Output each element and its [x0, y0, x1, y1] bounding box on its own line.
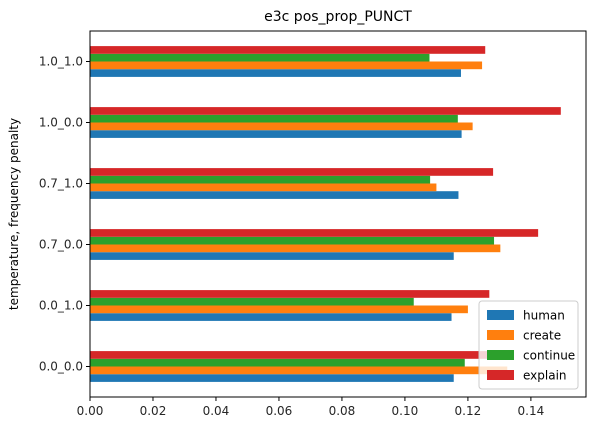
bar-create-1.0_0.0: [90, 122, 473, 131]
bar-continue-0.7_1.0: [90, 175, 431, 184]
bar-continue-1.0_1.0: [90, 53, 430, 62]
bar-explain-0.0_1.0: [90, 290, 490, 298]
bar-create-0.7_0.0: [90, 244, 501, 253]
legend-label-explain: explain: [523, 369, 567, 383]
bar-create-0.0_1.0: [90, 305, 468, 314]
chart-title: e3c pos_prop_PUNCT: [264, 9, 412, 25]
bar-explain-0.7_0.0: [90, 229, 539, 237]
legend-box: [478, 300, 579, 390]
legend-label-continue: continue: [523, 349, 575, 363]
legend-label-human: human: [523, 309, 565, 323]
bar-explain-1.0_1.0: [90, 46, 486, 54]
bar-continue-0.0_0.0: [90, 358, 465, 367]
legend-swatch-continue: [487, 350, 514, 360]
bar-create-0.7_1.0: [90, 183, 437, 192]
x-tick-label: 0.00: [77, 404, 104, 418]
bar-continue-1.0_0.0: [90, 114, 458, 123]
legend-swatch-human: [487, 310, 514, 320]
x-tick-label: 0.08: [329, 404, 356, 418]
bar-create-0.0_0.0: [90, 366, 508, 375]
y-axis: 0.0_0.0 0.0_1.0 0.7_0.0 0.7_1.0 1.0_0.0 1.0_1…: [39, 55, 90, 374]
x-tick-label: 0.12: [455, 404, 482, 418]
legend: human create continue explain: [478, 300, 579, 390]
bar-human-0.0_1.0: [90, 313, 452, 321]
bar-continue-0.0_1.0: [90, 297, 414, 306]
x-axis: 0.00 0.02 0.04 0.06 0.08 0.10 0.12 0.14: [77, 397, 545, 418]
plot-frame: [89, 30, 587, 398]
y-tick-label: 0.0_1.0: [39, 299, 83, 313]
y-tick-label: 0.7_0.0: [39, 238, 83, 252]
y-tick-label: 1.0_0.0: [39, 116, 83, 130]
x-tick-label: 0.10: [392, 404, 419, 418]
bar-human-0.7_0.0: [90, 252, 454, 260]
x-tick-label: 0.04: [203, 404, 230, 418]
bars: [90, 46, 561, 382]
bar-human-1.0_0.0: [90, 130, 462, 138]
bar-explain-0.0_0.0: [90, 351, 500, 359]
y-axis-label: temperature, frequency penalty: [7, 118, 21, 310]
x-tick-label: 0.14: [518, 404, 545, 418]
legend-swatch-explain: [487, 370, 514, 380]
bar-human-1.0_1.0: [90, 69, 461, 77]
legend-label-create: create: [523, 329, 561, 343]
x-tick-label: 0.06: [266, 404, 293, 418]
y-tick-label: 1.0_1.0: [39, 55, 83, 69]
y-tick-label: 0.7_1.0: [39, 177, 83, 191]
legend-swatch-create: [487, 330, 514, 340]
y-tick-label: 0.0_0.0: [39, 360, 83, 374]
bar-explain-0.7_1.0: [90, 168, 494, 176]
bar-create-1.0_1.0: [90, 61, 483, 70]
bar-explain-1.0_0.0: [90, 107, 561, 115]
x-tick-label: 0.02: [140, 404, 167, 418]
bar-human-0.7_1.0: [90, 191, 459, 199]
bar-human-0.0_0.0: [90, 374, 454, 382]
bar-continue-0.7_0.0: [90, 236, 495, 245]
